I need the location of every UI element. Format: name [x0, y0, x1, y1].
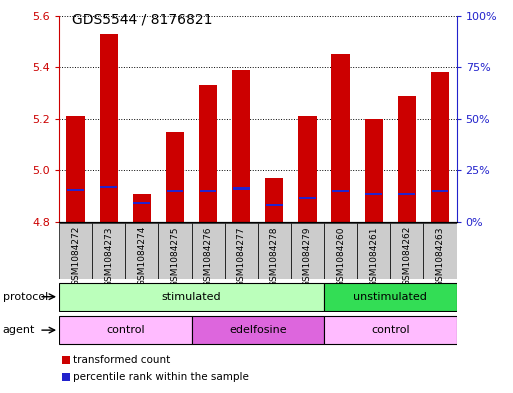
Bar [191, 223, 225, 279]
Text: protocol: protocol [3, 292, 48, 302]
Bar [159, 223, 191, 279]
Text: GSM1084278: GSM1084278 [270, 226, 279, 286]
Bar [191, 316, 324, 344]
Bar [133, 202, 150, 204]
Bar [59, 316, 191, 344]
Text: agent: agent [3, 325, 35, 335]
Bar [431, 72, 449, 222]
Bar [100, 34, 118, 222]
Bar [225, 223, 258, 279]
Text: GSM1084276: GSM1084276 [204, 226, 212, 286]
Bar [200, 190, 216, 192]
Bar [67, 189, 84, 191]
Bar [167, 190, 183, 192]
Bar [365, 119, 383, 222]
Text: GSM1084261: GSM1084261 [369, 226, 378, 286]
Text: GDS5544 / 8176821: GDS5544 / 8176821 [72, 13, 212, 27]
Bar [398, 95, 416, 222]
Text: control: control [371, 325, 409, 335]
Bar [125, 223, 159, 279]
Bar [67, 116, 85, 222]
Text: edelfosine: edelfosine [229, 325, 287, 335]
Bar [166, 132, 184, 222]
Bar [324, 223, 357, 279]
Text: percentile rank within the sample: percentile rank within the sample [73, 372, 249, 382]
Text: GSM1084273: GSM1084273 [104, 226, 113, 286]
Text: GSM1084279: GSM1084279 [303, 226, 312, 286]
Text: GSM1084260: GSM1084260 [336, 226, 345, 286]
Bar [431, 190, 448, 192]
Text: GSM1084275: GSM1084275 [170, 226, 180, 286]
Bar [365, 193, 382, 195]
Bar [399, 193, 415, 195]
Bar [232, 70, 250, 222]
Text: stimulated: stimulated [162, 292, 221, 302]
Bar [59, 283, 324, 311]
Text: unstimulated: unstimulated [353, 292, 427, 302]
Bar [332, 190, 349, 192]
Text: GSM1084277: GSM1084277 [236, 226, 246, 286]
Bar [291, 223, 324, 279]
Bar [233, 187, 250, 189]
Bar [324, 316, 457, 344]
Bar [299, 196, 316, 198]
Text: GSM1084263: GSM1084263 [436, 226, 444, 286]
Bar [101, 186, 117, 188]
Bar [133, 194, 151, 222]
Text: control: control [106, 325, 145, 335]
Bar [423, 223, 457, 279]
Bar [258, 223, 291, 279]
Bar [266, 204, 283, 206]
Text: transformed count: transformed count [73, 354, 170, 365]
Text: GSM1084274: GSM1084274 [137, 226, 146, 286]
Bar [324, 283, 457, 311]
Bar [265, 178, 284, 222]
Bar [299, 116, 317, 222]
Bar [331, 54, 350, 222]
Bar [357, 223, 390, 279]
Bar [199, 85, 217, 222]
Text: GSM1084262: GSM1084262 [402, 226, 411, 286]
Bar [92, 223, 125, 279]
Bar [390, 223, 423, 279]
Text: GSM1084272: GSM1084272 [71, 226, 80, 286]
Bar [59, 223, 92, 279]
